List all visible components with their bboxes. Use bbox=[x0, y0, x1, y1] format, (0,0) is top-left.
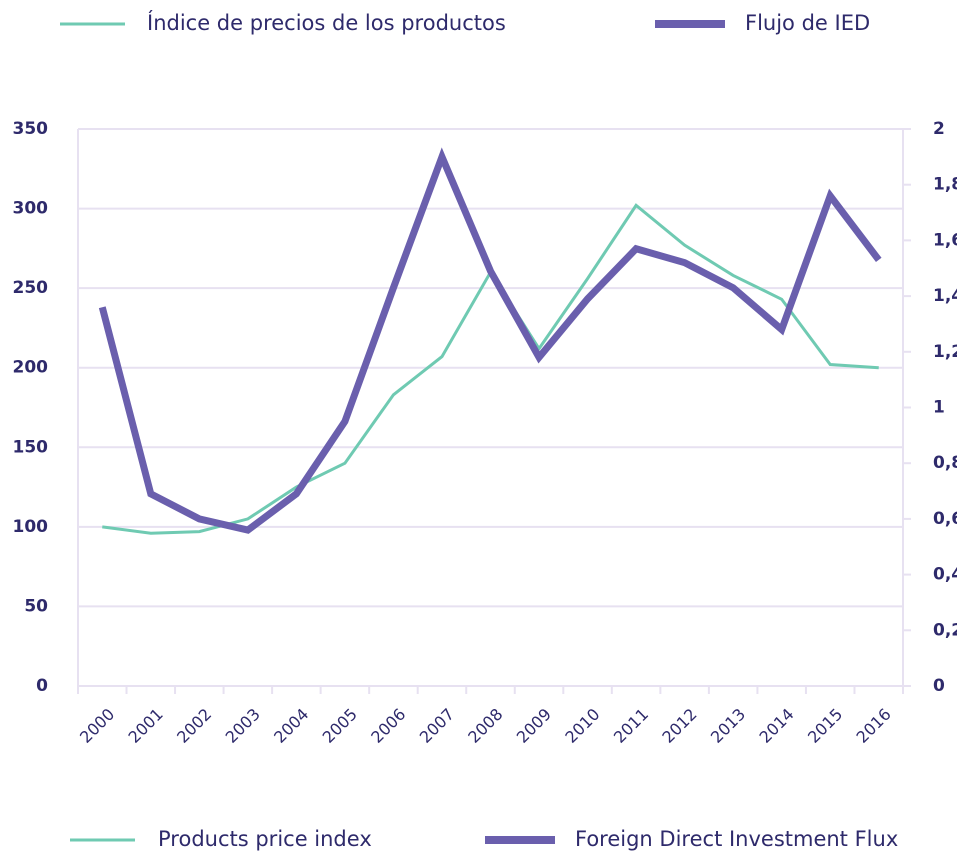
x-tick-label: 2004 bbox=[270, 705, 312, 747]
y2-tick-label: 0 bbox=[933, 676, 945, 696]
y2-tick-label: 0,4 bbox=[933, 565, 957, 585]
series-line bbox=[98, 147, 882, 534]
x-tick-label: 2000 bbox=[76, 705, 118, 747]
x-tick-label: 2007 bbox=[416, 705, 458, 747]
y2-tick-label: 1,4 bbox=[933, 286, 957, 306]
x-tick-label: 2016 bbox=[853, 705, 895, 747]
x-tick-label: 2010 bbox=[561, 705, 603, 747]
x-tick-label: 2015 bbox=[804, 705, 846, 747]
x-tick-label: 2011 bbox=[610, 705, 652, 747]
x-tick-label: 2006 bbox=[367, 705, 409, 747]
series-line bbox=[102, 203, 879, 535]
y-tick-label: 300 bbox=[13, 199, 49, 219]
legend-label: Products price index bbox=[158, 827, 372, 851]
y2-tick-label: 2 bbox=[933, 119, 945, 139]
legend-label: Índice de precios de los productos bbox=[147, 10, 506, 35]
x-tick-label: 2012 bbox=[658, 705, 700, 747]
legend-label: Foreign Direct Investment Flux bbox=[575, 827, 898, 851]
y2-tick-label: 0,8 bbox=[933, 453, 957, 473]
x-tick-label: 2003 bbox=[222, 705, 264, 747]
y2-tick-label: 1 bbox=[933, 398, 945, 418]
y2-tick-label: 0,6 bbox=[933, 509, 957, 529]
x-tick-label: 2008 bbox=[464, 705, 506, 747]
legend-label: Flujo de IED bbox=[745, 11, 870, 35]
y2-tick-label: 1,2 bbox=[933, 342, 957, 362]
y-tick-label: 350 bbox=[13, 119, 49, 139]
y-tick-label: 200 bbox=[13, 358, 49, 378]
y2-tick-label: 1,6 bbox=[933, 230, 957, 250]
x-tick-label: 2013 bbox=[707, 705, 749, 747]
y2-tick-label: 0,2 bbox=[933, 620, 957, 640]
y-tick-label: 50 bbox=[24, 596, 48, 616]
x-tick-label: 2002 bbox=[173, 705, 215, 747]
x-tick-label: 2014 bbox=[755, 705, 797, 747]
y-tick-label: 150 bbox=[13, 437, 49, 457]
y-tick-label: 0 bbox=[36, 676, 48, 696]
y-tick-label: 250 bbox=[13, 278, 49, 298]
x-tick-label: 2005 bbox=[319, 705, 361, 747]
x-tick-label: 2001 bbox=[125, 705, 167, 747]
y2-tick-label: 1,8 bbox=[933, 175, 957, 195]
y-tick-label: 100 bbox=[13, 517, 49, 537]
x-tick-label: 2009 bbox=[513, 705, 555, 747]
